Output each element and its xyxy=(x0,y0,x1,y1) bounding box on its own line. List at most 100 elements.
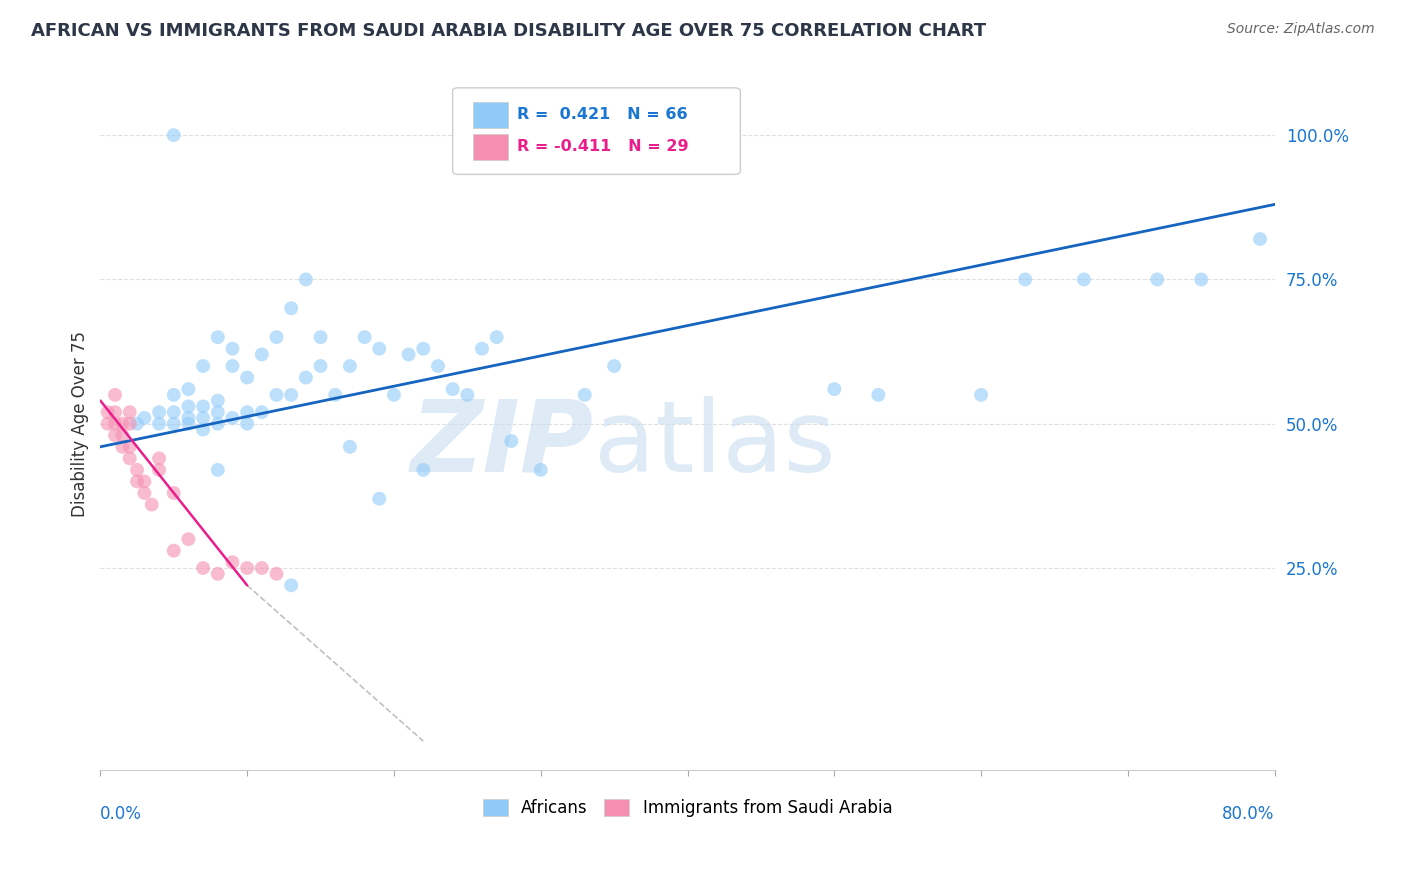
Point xyxy=(398,347,420,361)
Point xyxy=(104,405,127,419)
Point xyxy=(104,428,127,442)
Point xyxy=(280,578,302,592)
Point xyxy=(236,561,259,575)
Point xyxy=(163,486,186,500)
Point xyxy=(148,405,170,419)
Point xyxy=(118,451,141,466)
Point xyxy=(148,417,170,431)
Point xyxy=(163,417,186,431)
Point xyxy=(970,388,993,402)
Point xyxy=(266,330,288,344)
Point xyxy=(191,400,214,414)
Point xyxy=(125,463,148,477)
Point xyxy=(353,330,375,344)
Point xyxy=(221,342,243,356)
FancyBboxPatch shape xyxy=(453,87,741,175)
Point xyxy=(111,428,134,442)
Point xyxy=(134,475,156,489)
Point xyxy=(207,330,229,344)
Point xyxy=(441,382,464,396)
Point xyxy=(266,566,288,581)
Point xyxy=(603,359,626,373)
Text: ZIP: ZIP xyxy=(411,396,593,493)
Point xyxy=(412,463,434,477)
Point xyxy=(134,486,156,500)
Point xyxy=(1249,232,1271,246)
Point xyxy=(1146,272,1168,286)
Point xyxy=(250,347,273,361)
Point xyxy=(97,405,120,419)
Point xyxy=(368,342,391,356)
Point xyxy=(280,388,302,402)
Point xyxy=(339,359,361,373)
Point xyxy=(823,382,845,396)
Point xyxy=(236,370,259,384)
Point xyxy=(118,440,141,454)
Point xyxy=(501,434,523,448)
Text: Source: ZipAtlas.com: Source: ZipAtlas.com xyxy=(1227,22,1375,37)
Point xyxy=(191,422,214,436)
Point xyxy=(236,405,259,419)
Legend: Africans, Immigrants from Saudi Arabia: Africans, Immigrants from Saudi Arabia xyxy=(477,792,898,824)
Point xyxy=(250,561,273,575)
Point xyxy=(868,388,890,402)
FancyBboxPatch shape xyxy=(472,134,508,160)
Point xyxy=(207,417,229,431)
Point xyxy=(280,301,302,316)
Point xyxy=(412,342,434,356)
Point xyxy=(207,393,229,408)
Point xyxy=(207,566,229,581)
Point xyxy=(266,388,288,402)
Text: 0.0%: 0.0% xyxy=(100,805,142,822)
Text: R =  0.421   N = 66: R = 0.421 N = 66 xyxy=(517,107,688,122)
Point xyxy=(1014,272,1036,286)
Point xyxy=(574,388,596,402)
Point xyxy=(104,388,127,402)
Point xyxy=(125,475,148,489)
Text: R = -0.411   N = 29: R = -0.411 N = 29 xyxy=(517,139,689,154)
Point xyxy=(134,411,156,425)
Point xyxy=(323,388,346,402)
Point xyxy=(221,411,243,425)
Point xyxy=(118,405,141,419)
Point xyxy=(558,117,581,131)
Point xyxy=(125,417,148,431)
Text: 80.0%: 80.0% xyxy=(1222,805,1275,822)
Point xyxy=(141,498,163,512)
Point xyxy=(382,388,405,402)
Point xyxy=(191,359,214,373)
Point xyxy=(97,417,120,431)
Point xyxy=(207,463,229,477)
Point xyxy=(309,359,332,373)
Point xyxy=(163,543,186,558)
Point xyxy=(339,440,361,454)
Point xyxy=(295,370,318,384)
FancyBboxPatch shape xyxy=(472,102,508,128)
Point xyxy=(104,417,127,431)
Point xyxy=(207,405,229,419)
Point xyxy=(163,405,186,419)
Point xyxy=(368,491,391,506)
Y-axis label: Disability Age Over 75: Disability Age Over 75 xyxy=(72,331,89,516)
Point xyxy=(177,411,200,425)
Point xyxy=(148,451,170,466)
Point xyxy=(177,417,200,431)
Text: AFRICAN VS IMMIGRANTS FROM SAUDI ARABIA DISABILITY AGE OVER 75 CORRELATION CHART: AFRICAN VS IMMIGRANTS FROM SAUDI ARABIA … xyxy=(31,22,986,40)
Point xyxy=(221,555,243,569)
Point xyxy=(163,128,186,143)
Point xyxy=(111,440,134,454)
Point xyxy=(1073,272,1095,286)
Point xyxy=(427,359,450,373)
Point xyxy=(456,388,478,402)
Point xyxy=(250,405,273,419)
Point xyxy=(177,400,200,414)
Point xyxy=(485,330,508,344)
Point xyxy=(1189,272,1212,286)
Point xyxy=(177,532,200,546)
Point xyxy=(163,388,186,402)
Point xyxy=(530,463,553,477)
Point xyxy=(309,330,332,344)
Point xyxy=(148,463,170,477)
Point xyxy=(111,417,134,431)
Point xyxy=(191,561,214,575)
